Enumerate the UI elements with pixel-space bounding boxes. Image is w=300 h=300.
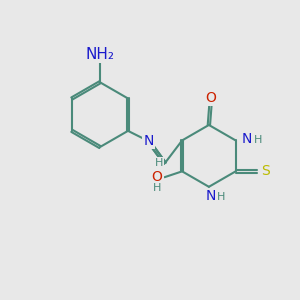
Text: H: H xyxy=(155,158,163,168)
Text: H: H xyxy=(153,182,161,193)
Text: N: N xyxy=(242,132,252,146)
Text: O: O xyxy=(205,91,216,105)
Text: N: N xyxy=(205,189,215,203)
Text: H: H xyxy=(254,134,262,145)
Text: O: O xyxy=(152,169,163,184)
Text: NH₂: NH₂ xyxy=(85,47,114,62)
Text: N: N xyxy=(143,134,154,148)
Text: S: S xyxy=(261,164,270,178)
Text: H: H xyxy=(217,192,225,202)
